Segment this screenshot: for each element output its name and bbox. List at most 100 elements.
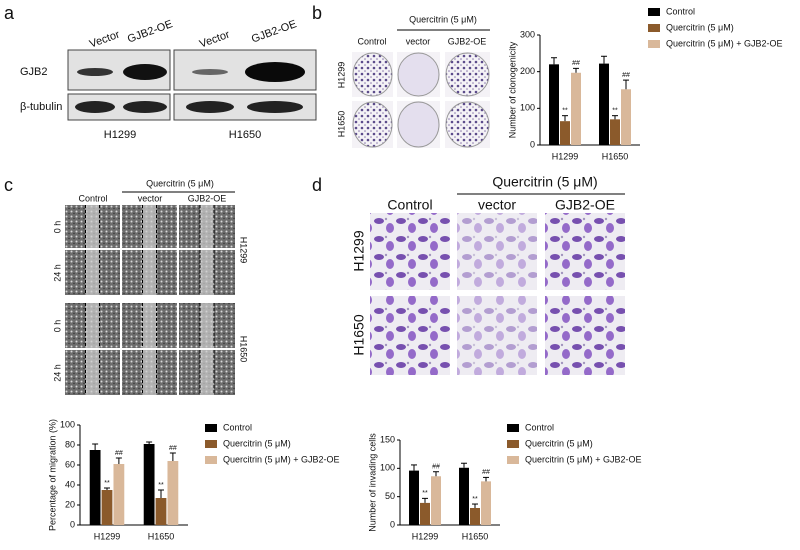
y-tick-label: 150 xyxy=(380,434,395,444)
time-label: 24 h xyxy=(52,364,62,382)
bar xyxy=(621,89,631,145)
column-label: GJB2-OE xyxy=(188,193,227,203)
bar xyxy=(431,476,441,525)
bar xyxy=(549,64,559,145)
cell-label: H1650 xyxy=(239,336,249,363)
dish xyxy=(352,101,393,148)
bar xyxy=(113,464,125,525)
panel-label: d xyxy=(312,175,322,195)
legend-swatch xyxy=(507,424,519,432)
legend-swatch xyxy=(205,424,217,432)
scratch-gap xyxy=(142,205,157,248)
treatment-label: Quercitrin (5 μM) xyxy=(146,178,214,188)
legend-swatch xyxy=(507,456,519,464)
y-tick-label: 0 xyxy=(70,519,75,529)
y-tick-label: 100 xyxy=(520,103,535,113)
significance-marker: ** xyxy=(612,108,618,115)
cells xyxy=(545,213,625,290)
y-tick-label: 100 xyxy=(60,419,75,429)
cells xyxy=(545,296,625,375)
panel-label: b xyxy=(312,3,322,23)
column-label: GJB2-OE xyxy=(448,36,487,46)
dish xyxy=(445,101,490,148)
lane-label: GJB2-OE xyxy=(126,18,174,45)
band xyxy=(75,101,115,113)
scratch-gap xyxy=(85,303,100,348)
legend-label: Quercitrin (5 μM) + GJB2-OE xyxy=(666,38,782,48)
significance-marker: ** xyxy=(562,108,568,115)
x-tick-label: H1650 xyxy=(462,531,489,541)
y-tick-label: 0 xyxy=(390,519,395,529)
y-tick-label: 50 xyxy=(385,491,395,501)
x-tick-label: H1299 xyxy=(552,151,579,161)
legend-swatch xyxy=(648,40,660,48)
bar xyxy=(167,461,179,525)
row-label: GJB2 xyxy=(20,66,48,78)
bar xyxy=(101,490,113,525)
band xyxy=(245,62,305,82)
lane-label: Vector xyxy=(198,28,232,50)
bar xyxy=(459,467,469,525)
y-axis-label: Number of clonogenicity xyxy=(507,41,517,138)
dish xyxy=(397,52,440,97)
x-tick-label: H1299 xyxy=(412,531,439,541)
column-label: vector xyxy=(406,36,431,46)
band xyxy=(123,64,167,80)
band xyxy=(77,68,113,76)
scratch-gap xyxy=(85,250,100,295)
panel-label: c xyxy=(4,175,13,195)
column-label: vector xyxy=(478,197,516,213)
cell-label: H1650 xyxy=(229,129,261,141)
bar xyxy=(155,498,167,525)
y-tick-label: 40 xyxy=(65,479,75,489)
treatment-label: Quercitrin (5 μM) xyxy=(492,174,597,190)
cell-label: H1299 xyxy=(104,129,136,141)
band xyxy=(123,101,167,113)
significance-marker: ** xyxy=(104,480,110,487)
bar xyxy=(599,63,609,145)
legend-swatch xyxy=(205,440,217,448)
x-tick-label: H1650 xyxy=(602,151,629,161)
bar xyxy=(143,444,155,525)
significance-marker: ## xyxy=(622,72,630,79)
significance-marker: ## xyxy=(115,450,123,457)
cell-label: H1299 xyxy=(239,237,249,264)
bar xyxy=(420,502,430,525)
row-label: H1299 xyxy=(336,62,346,89)
y-tick-label: 0 xyxy=(530,139,535,149)
legend-swatch xyxy=(648,8,660,16)
legend-label: Quercitrin (5 μM) xyxy=(666,22,734,32)
cells xyxy=(370,296,450,375)
legend-label: Quercitrin (5 μM) xyxy=(525,438,593,448)
dish xyxy=(352,52,393,97)
column-label: vector xyxy=(138,193,163,203)
significance-marker: ## xyxy=(169,445,177,452)
legend-swatch xyxy=(507,440,519,448)
bar xyxy=(89,450,101,525)
y-tick-label: 100 xyxy=(380,463,395,473)
significance-marker: ## xyxy=(432,464,440,471)
x-tick-label: H1650 xyxy=(148,531,175,541)
bar xyxy=(481,481,491,525)
y-axis-label: Percentage of migration (%) xyxy=(47,419,57,531)
legend-label: Control xyxy=(525,422,554,432)
scratch-gap xyxy=(200,250,214,295)
lane-label: GJB2-OE xyxy=(250,18,298,45)
significance-marker: ## xyxy=(482,469,490,476)
column-label: Control xyxy=(357,36,386,46)
bar xyxy=(560,121,570,145)
legend-label: Control xyxy=(666,6,695,16)
time-label: 0 h xyxy=(52,320,62,333)
scratch-gap xyxy=(142,350,157,395)
legend-swatch xyxy=(205,456,217,464)
significance-marker: ** xyxy=(422,490,428,497)
x-tick-label: H1299 xyxy=(94,531,121,541)
time-label: 24 h xyxy=(52,264,62,282)
y-tick-label: 200 xyxy=(520,66,535,76)
scratch-gap xyxy=(200,303,214,348)
column-label: GJB2-OE xyxy=(555,197,615,213)
column-label: Control xyxy=(78,193,107,203)
band xyxy=(192,69,228,75)
row-label: β-tubulin xyxy=(20,101,62,113)
row-label: H1650 xyxy=(351,314,367,355)
